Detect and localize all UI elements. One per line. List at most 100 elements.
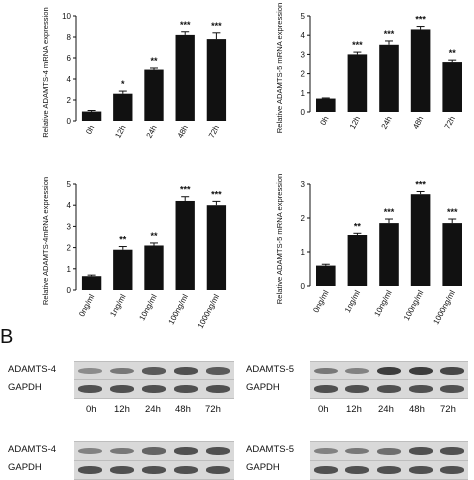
- blot-time-label: 72h: [205, 404, 221, 415]
- y-axis-title: Relative ADAMTS-4mRNA expression: [41, 177, 50, 305]
- blot-band: [77, 385, 103, 393]
- blot-band: [408, 466, 433, 474]
- significance-label: **: [150, 56, 158, 66]
- blot-band: [77, 367, 103, 375]
- significance-label: ***: [384, 207, 395, 217]
- blot-time-label: 12h: [114, 404, 130, 415]
- y-tick-label: 2: [301, 70, 306, 79]
- blot-band: [408, 447, 433, 455]
- bar: [316, 265, 336, 286]
- blot-band: [141, 385, 167, 393]
- y-axis-title: Relative ADAMTS-5 mRNA expression: [275, 174, 284, 304]
- blot-band: [205, 447, 231, 455]
- y-tick-label: 2: [67, 244, 72, 253]
- bar: [81, 111, 102, 121]
- blot-time-label: 48h: [409, 404, 425, 415]
- blot-band: [173, 385, 199, 393]
- y-tick-label: 2: [301, 214, 306, 223]
- bar: [206, 205, 227, 290]
- bar: [175, 34, 195, 121]
- x-tick-label: 48h: [411, 115, 425, 131]
- y-tick-label: 3: [301, 180, 306, 189]
- blot-time-label: 24h: [378, 404, 394, 415]
- y-tick-label: 4: [67, 75, 72, 84]
- significance-label: ***: [352, 40, 363, 50]
- bar: [113, 93, 133, 121]
- bar: [347, 235, 368, 286]
- chart-adamts5-time: Relative ADAMTS-5 mRNA expression 0 1 2 3 4 5 0…: [275, 3, 462, 133]
- bar: [206, 39, 227, 121]
- bar: [379, 44, 399, 112]
- bar: [81, 276, 102, 290]
- significance-label: **: [150, 231, 158, 241]
- y-tick-label: 6: [67, 54, 72, 63]
- x-tick-label: 1000ng/ml: [196, 293, 222, 330]
- bar: [410, 194, 431, 286]
- blot-band: [376, 447, 401, 455]
- significance-label: ***: [415, 179, 426, 189]
- blot-strip-adamts4: [74, 361, 234, 381]
- y-tick-label: 0: [301, 108, 306, 117]
- y-tick-label: 4: [67, 201, 72, 210]
- blot-band: [141, 447, 167, 455]
- y-tick-label: 3: [301, 50, 306, 59]
- blot-band: [313, 447, 338, 455]
- blot-label-adamts4: ADAMTS-4: [8, 444, 57, 455]
- blot-band: [313, 367, 338, 375]
- y-tick-label: 10: [62, 12, 71, 21]
- blot-time-label: 24h: [145, 404, 161, 415]
- y-tick-label: 0: [67, 117, 72, 126]
- blot-band: [205, 385, 231, 393]
- bar: [347, 54, 368, 112]
- x-tick-label: 24h: [380, 115, 394, 131]
- y-tick-label: 3: [67, 222, 72, 231]
- y-tick-label: 1: [301, 89, 306, 98]
- blot-time-label: 48h: [175, 404, 191, 415]
- y-tick-label: 1: [301, 248, 306, 257]
- blot-strip-gapdh: [310, 460, 468, 480]
- blot-label-gapdh: GAPDH: [8, 382, 42, 393]
- blot-strip-gapdh: [74, 460, 234, 480]
- x-tick-label: 0ng/ml: [77, 293, 96, 319]
- y-axis-title: Relative ADAMTS-4 mRNA expression: [41, 7, 50, 137]
- blot-band: [109, 367, 135, 375]
- blot-band: [141, 367, 167, 375]
- blot-label-adamts5: ADAMTS-5: [246, 444, 295, 455]
- significance-label: ***: [180, 20, 191, 30]
- blot-label-adamts5: ADAMTS-5: [246, 364, 295, 375]
- blot-time-label: 12h: [346, 404, 362, 415]
- x-tick-label: 10ng/ml: [372, 289, 393, 319]
- blot-band: [173, 367, 199, 375]
- significance-label: **: [354, 221, 362, 231]
- chart-adamts5-dose: Relative ADAMTS-5 mRNA expression 0 1 2 3 0ng…: [275, 174, 462, 326]
- blot-band: [440, 447, 465, 455]
- x-tick-label: 1ng/ml: [343, 289, 362, 315]
- blot-band: [345, 385, 370, 393]
- bar: [442, 223, 462, 286]
- blot-label-gapdh: GAPDH: [246, 462, 280, 473]
- x-tick-label: 24h: [145, 124, 159, 140]
- blot-band: [440, 385, 465, 393]
- blot-strip-adamts5: [310, 441, 468, 461]
- blot-band: [376, 466, 401, 474]
- blot-band: [205, 466, 231, 474]
- y-tick-label: 1: [67, 265, 72, 274]
- significance-label: **: [449, 48, 457, 58]
- x-tick-label: 72h: [443, 115, 457, 131]
- y-tick-label: 8: [67, 33, 72, 42]
- blot-label-adamts4: ADAMTS-4: [8, 364, 57, 375]
- blot-strip-adamts4: [74, 441, 234, 461]
- x-tick-label: 100ng/ml: [402, 289, 426, 322]
- y-tick-label: 4: [301, 31, 306, 40]
- y-tick-label: 0: [67, 286, 72, 295]
- blot-band: [408, 385, 433, 393]
- x-tick-label: 0h: [84, 124, 96, 136]
- blot-band: [313, 385, 338, 393]
- blot-band: [345, 367, 370, 375]
- blot-band: [345, 447, 370, 455]
- blot-strip-gapdh: [310, 379, 468, 399]
- bar: [144, 245, 164, 290]
- x-tick-label: 100ng/ml: [167, 293, 191, 326]
- y-axis-title: Relative ADAMTS-5 mRNA expression: [275, 3, 284, 133]
- blot-band: [440, 466, 465, 474]
